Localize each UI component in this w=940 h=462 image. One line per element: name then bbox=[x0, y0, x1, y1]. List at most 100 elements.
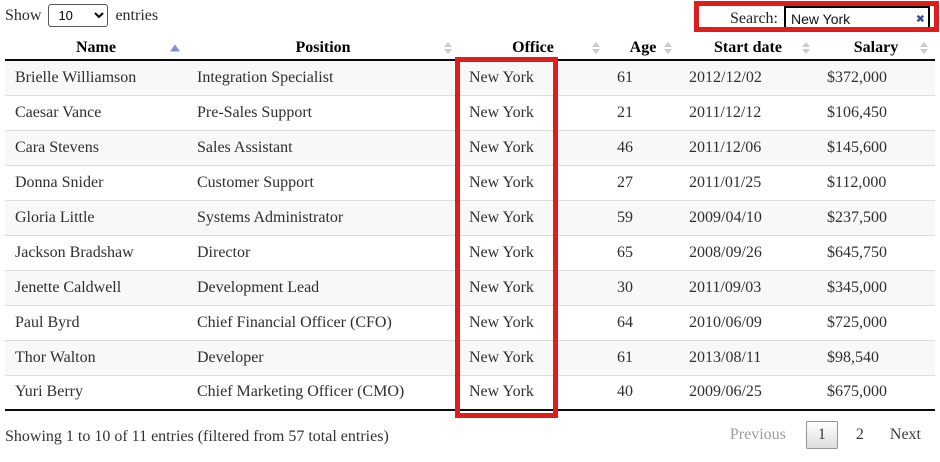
cell-office: New York bbox=[459, 95, 607, 131]
cell-name: Jenette Caldwell bbox=[5, 270, 187, 306]
cell-office: New York bbox=[459, 340, 607, 376]
cell-office: New York bbox=[459, 200, 607, 236]
table-row: Paul Byrd Chief Financial Officer (CFO) Ne… bbox=[5, 305, 935, 341]
table-row: Yuri Berry Chief Marketing Officer (CMO) N… bbox=[5, 375, 935, 411]
column-label: Start date bbox=[714, 38, 782, 56]
cell-start-date: 2009/06/25 bbox=[679, 375, 817, 411]
cell-start-date: 2011/12/06 bbox=[679, 130, 817, 166]
page-button-2[interactable]: 2 bbox=[855, 426, 864, 443]
cell-salary: $725,000 bbox=[817, 305, 935, 341]
cell-name: Brielle Williamson bbox=[5, 60, 187, 96]
cell-position: Chief Financial Officer (CFO) bbox=[187, 305, 459, 341]
search-input-wrap: ✖ bbox=[784, 6, 930, 31]
table-body: Brielle Williamson Integration Specialist… bbox=[5, 60, 935, 411]
cell-salary: $645,750 bbox=[817, 235, 935, 271]
header-row: Name Position Office Age Start date Salary bbox=[5, 36, 935, 61]
cell-position: Developer bbox=[187, 340, 459, 376]
table-row: Caesar Vance Pre-Sales Support New York 21 2… bbox=[5, 95, 935, 131]
sort-toggle-icon bbox=[802, 41, 810, 54]
sort-ascending-icon bbox=[170, 44, 180, 51]
cell-office: New York bbox=[459, 235, 607, 271]
previous-page-button[interactable]: Previous bbox=[729, 426, 786, 443]
table-row: Jackson Bradshaw Director New York 65 2008/0… bbox=[5, 235, 935, 271]
cell-salary: $98,540 bbox=[817, 340, 935, 376]
cell-start-date: 2010/06/09 bbox=[679, 305, 817, 341]
cell-start-date: 2013/08/11 bbox=[679, 340, 817, 376]
cell-office: New York bbox=[459, 375, 607, 411]
sort-toggle-icon bbox=[444, 41, 452, 54]
cell-office: New York bbox=[459, 165, 607, 201]
cell-age: 59 bbox=[607, 200, 679, 236]
cell-position: Sales Assistant bbox=[187, 130, 459, 166]
column-header-salary[interactable]: Salary bbox=[817, 36, 935, 61]
cell-position: Development Lead bbox=[187, 270, 459, 306]
cell-age: 21 bbox=[607, 95, 679, 131]
column-header-start-date[interactable]: Start date bbox=[679, 36, 817, 61]
cell-start-date: 2011/12/12 bbox=[679, 95, 817, 131]
cell-age: 30 bbox=[607, 270, 679, 306]
cell-salary: $145,600 bbox=[817, 130, 935, 166]
column-label: Salary bbox=[853, 38, 899, 56]
cell-salary: $675,000 bbox=[817, 375, 935, 411]
cell-name: Thor Walton bbox=[5, 340, 187, 376]
cell-position: Integration Specialist bbox=[187, 60, 459, 96]
column-header-name[interactable]: Name bbox=[5, 36, 187, 61]
table-row: Jenette Caldwell Development Lead New York… bbox=[5, 270, 935, 306]
cell-start-date: 2012/12/02 bbox=[679, 60, 817, 96]
column-label: Name bbox=[76, 38, 116, 56]
show-label: Show bbox=[5, 6, 42, 24]
entries-per-page-control: Show 10 entries bbox=[5, 4, 158, 27]
cell-position: Chief Marketing Officer (CMO) bbox=[187, 375, 459, 411]
cell-office: New York bbox=[459, 270, 607, 306]
table-footer: Showing 1 to 10 of 11 entries (filtered … bbox=[5, 418, 935, 462]
cell-office: New York bbox=[459, 60, 607, 96]
cell-age: 27 bbox=[607, 165, 679, 201]
cell-name: Cara Stevens bbox=[5, 130, 187, 166]
cell-position: Customer Support bbox=[187, 165, 459, 201]
cell-start-date: 2008/09/26 bbox=[679, 235, 817, 271]
column-label: Office bbox=[512, 38, 554, 56]
cell-position: Systems Administrator bbox=[187, 200, 459, 236]
cell-office: New York bbox=[459, 130, 607, 166]
employees-table: Name Position Office Age Start date Salary Br… bbox=[5, 36, 935, 411]
table-row: Brielle Williamson Integration Specialist… bbox=[5, 60, 935, 96]
cell-name: Jackson Bradshaw bbox=[5, 235, 187, 271]
cell-name: Gloria Little bbox=[5, 200, 187, 236]
cell-age: 61 bbox=[607, 340, 679, 376]
search-control: Search: ✖ bbox=[730, 6, 930, 31]
table-row: Cara Stevens Sales Assistant New York 46 201… bbox=[5, 130, 935, 166]
table-row: Gloria Little Systems Administrator New Yo… bbox=[5, 200, 935, 236]
cell-name: Donna Snider bbox=[5, 165, 187, 201]
page-button-1[interactable]: 1 bbox=[805, 421, 838, 449]
table-row: Thor Walton Developer New York 61 2013/08/11… bbox=[5, 340, 935, 376]
column-header-office[interactable]: Office bbox=[459, 36, 607, 61]
cell-name: Caesar Vance bbox=[5, 95, 187, 131]
column-label: Age bbox=[629, 38, 657, 56]
search-label: Search: bbox=[730, 9, 778, 27]
cell-name: Yuri Berry bbox=[5, 375, 187, 411]
entries-label: entries bbox=[115, 6, 159, 24]
cell-start-date: 2009/04/10 bbox=[679, 200, 817, 236]
sort-toggle-icon bbox=[664, 41, 672, 54]
clear-search-icon[interactable]: ✖ bbox=[915, 12, 925, 25]
cell-position: Director bbox=[187, 235, 459, 271]
cell-salary: $237,500 bbox=[817, 200, 935, 236]
cell-age: 46 bbox=[607, 130, 679, 166]
table-info: Showing 1 to 10 of 11 entries (filtered … bbox=[5, 428, 389, 445]
column-label: Position bbox=[295, 38, 351, 56]
page-length-select[interactable]: 10 bbox=[48, 4, 109, 27]
cell-start-date: 2011/01/25 bbox=[679, 165, 817, 201]
table-toolbar: Show 10 entries Search: ✖ bbox=[0, 0, 940, 34]
next-page-button[interactable]: Next bbox=[889, 426, 921, 443]
table-row: Donna Snider Customer Support New York 27 20… bbox=[5, 165, 935, 201]
cell-age: 64 bbox=[607, 305, 679, 341]
column-header-age[interactable]: Age bbox=[607, 36, 679, 61]
cell-age: 40 bbox=[607, 375, 679, 411]
cell-age: 61 bbox=[607, 60, 679, 96]
column-header-position[interactable]: Position bbox=[187, 36, 459, 61]
search-input[interactable] bbox=[784, 6, 930, 31]
cell-salary: $372,000 bbox=[817, 60, 935, 96]
